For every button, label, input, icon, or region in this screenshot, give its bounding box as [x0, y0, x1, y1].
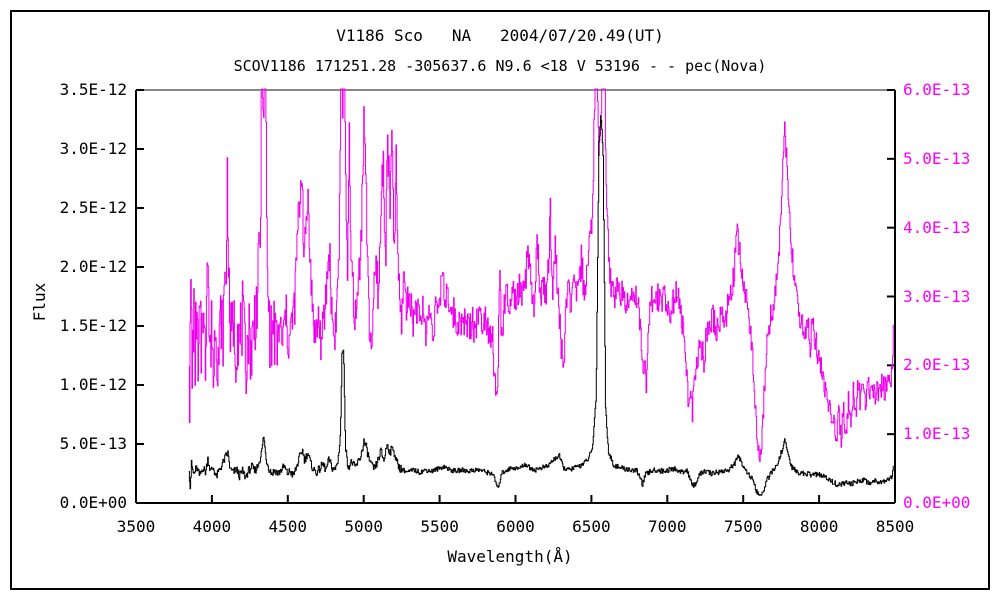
right-axis-tick-label: 6.0E-13 [903, 80, 971, 99]
right-axis-tick-label: 1.0E-13 [903, 424, 971, 444]
black-spectrum [188, 115, 894, 496]
left-axis-tick-label: 3.5E-12 [59, 80, 127, 99]
chart-title: V1186 Sco NA 2004/07/20.49(UT) [336, 26, 664, 45]
x-axis-tick-label: 4500 [268, 517, 308, 536]
left-axis-tick-label: 5.0E-13 [59, 434, 127, 453]
x-axis-tick-label: 7500 [723, 517, 763, 536]
outer-border [10, 10, 990, 590]
x-axis-tick-label: 3500 [116, 517, 156, 536]
x-axis-tick-label: 5500 [420, 517, 459, 536]
left-axis-tick-label: 0.0E+00 [59, 493, 127, 512]
chart-subtitle: SCOV1186 171251.28 -305637.6 N9.6 <18 V … [233, 57, 767, 75]
x-axis-tick-label: 7000 [648, 517, 687, 536]
right-axis-tick-label: 2.0E-13 [903, 355, 971, 375]
x-axis-tick-label: 4000 [192, 517, 232, 536]
right-axis-tick-label: 3.0E-13 [903, 286, 971, 306]
x-axis-tick-label: 8000 [799, 517, 839, 536]
left-axis-tick-label: 1.0E-12 [59, 375, 127, 394]
right-axis-tick-label: 4.0E-13 [903, 217, 971, 237]
x-axis-title: Wavelength(Å) [447, 547, 573, 566]
x-axis-tick-label: 8500 [875, 517, 915, 536]
right-axis-tick-label: 5.0E-13 [903, 148, 971, 168]
x-axis-tick-label: 6000 [496, 517, 535, 536]
magenta-spectrum [188, 88, 894, 462]
right-axis-tick-label: 0.0E+00 [903, 493, 971, 512]
left-axis-tick-label: 2.5E-12 [59, 198, 127, 217]
left-axis-tick-label: 1.5E-12 [59, 316, 127, 335]
x-axis-tick-label: 5000 [344, 517, 383, 536]
left-axis-tick-label: 2.0E-12 [59, 257, 127, 276]
left-axis-tick-label: 3.0E-12 [59, 139, 127, 158]
x-axis-tick-label: 6500 [572, 517, 611, 536]
